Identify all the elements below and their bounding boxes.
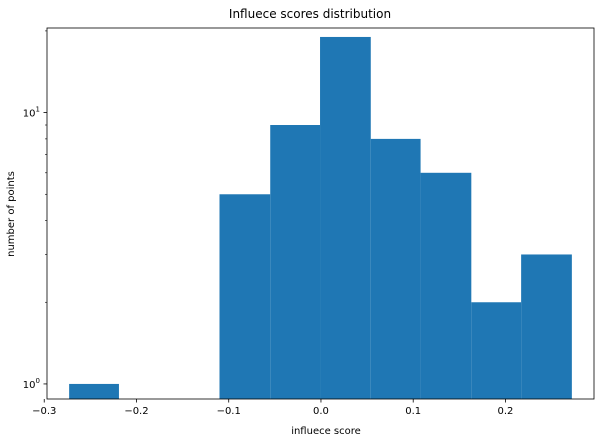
chart-title: Influece scores distribution: [229, 7, 391, 21]
histogram-bar: [270, 125, 321, 400]
x-tick-label: 0.2: [497, 406, 513, 417]
y-tick-label: 100: [23, 377, 40, 391]
x-tick-label: 0.0: [313, 406, 329, 417]
histogram-bar: [69, 383, 119, 399]
x-tick-label: −0.1: [217, 406, 241, 417]
axes-group: −0.3 −0.2 −0.1 0.0 0.1 0.2 100 101: [23, 27, 595, 417]
x-tick-label: 0.1: [405, 406, 421, 417]
histogram-bar: [370, 138, 421, 399]
histogram-bar: [471, 302, 522, 399]
x-axis-label: influece score: [291, 426, 361, 437]
y-axis-label: number of points: [6, 171, 17, 257]
bars-group: [69, 36, 572, 400]
histogram-bar: [420, 172, 472, 399]
x-tick-label: −0.3: [32, 406, 56, 417]
histogram-bar: [521, 254, 572, 399]
x-tick-label: −0.2: [124, 406, 148, 417]
plot-frame: [46, 27, 595, 400]
y-tick-label: 101: [23, 106, 40, 120]
histogram-bar: [320, 36, 371, 399]
histogram-bar: [219, 194, 271, 399]
